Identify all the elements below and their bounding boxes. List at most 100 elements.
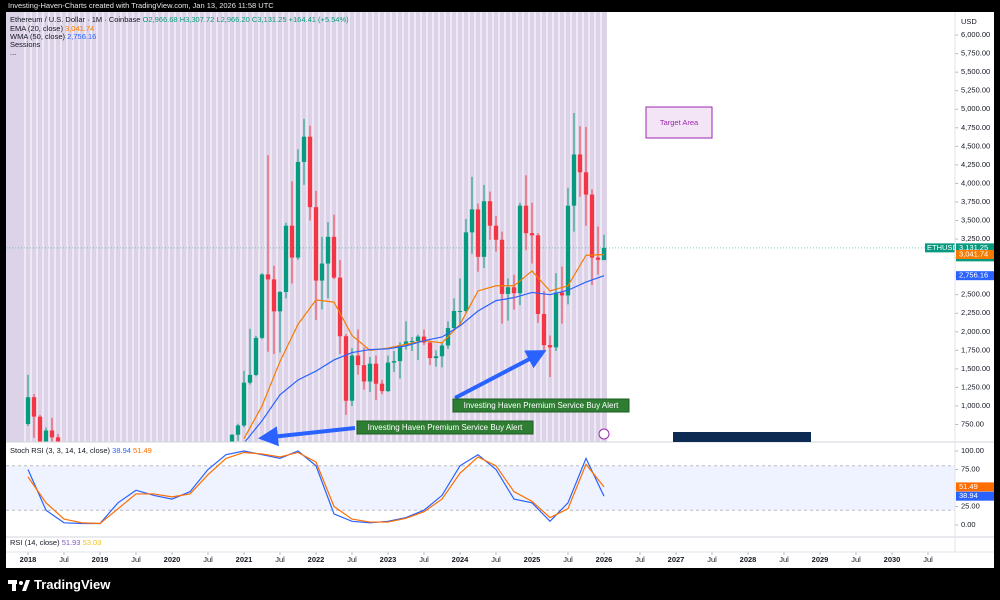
caption: Investing-Haven-Charts created with Trad…	[8, 1, 274, 10]
y-tick-label: 3,500.00	[961, 215, 990, 224]
candle-body	[463, 232, 469, 312]
legend-item: Sessions	[10, 40, 41, 49]
legend-item: WMA (50, close)	[10, 32, 66, 41]
y-tick-label: 0.00	[961, 520, 976, 529]
marker-box	[673, 432, 811, 442]
alert-label-box	[356, 420, 534, 435]
x-tick-label: Jul	[779, 555, 789, 564]
ticker-badge-bg	[925, 243, 955, 253]
candle-body	[295, 161, 301, 258]
candle-body	[55, 437, 61, 442]
candle-body	[247, 374, 253, 383]
y-tick-label: 5,250.00	[961, 86, 990, 95]
indicator-badge-bg	[956, 250, 994, 260]
x-tick-label: 2026	[596, 555, 613, 564]
x-tick-label: Jul	[347, 555, 357, 564]
annotation: Investing Haven Premium Service Buy Aler…	[464, 401, 620, 410]
candle-body	[391, 361, 397, 363]
legend-item: 51.49	[133, 446, 152, 455]
candle-body	[235, 425, 241, 435]
legend-item: 3,041.74	[65, 24, 94, 33]
candle-body	[487, 201, 493, 226]
indicator-badge: 2,756.16	[959, 271, 988, 280]
legend-item: H3,307.72	[180, 15, 215, 24]
arrow	[258, 426, 356, 447]
x-tick-label: Jul	[923, 555, 933, 564]
candle-body	[253, 337, 259, 375]
x-tick-label: 2029	[812, 555, 829, 564]
candle-body	[601, 247, 607, 261]
candle-body	[385, 362, 391, 392]
axes: 750.00 1,000.00 1,250.00 1,500.00 1,750.00 2,…	[20, 17, 994, 564]
candle-body	[511, 287, 517, 294]
x-tick-label: 2024	[452, 555, 470, 564]
y-tick-label: 5,500.00	[961, 67, 990, 76]
alert-label-box	[452, 398, 630, 413]
legend-item: 51.93	[62, 538, 81, 547]
candle-body	[547, 345, 553, 348]
event-icon[interactable]	[598, 428, 610, 440]
candle-body	[301, 136, 307, 162]
legend-item: O2,966.68	[143, 15, 178, 24]
candle-body	[583, 172, 589, 195]
y-tick-label: 2,250.00	[961, 308, 990, 317]
footer	[0, 570, 1000, 600]
candle-body	[373, 363, 379, 384]
y-tick-label: 4,250.00	[961, 160, 990, 169]
y-tick-label: 5,750.00	[961, 49, 990, 58]
candle-body	[289, 225, 295, 258]
stoch-pane	[6, 450, 955, 525]
y-tick-label: 750.00	[961, 419, 984, 428]
x-tick-label: Jul	[635, 555, 645, 564]
legend-item: Stoch RSI (3, 3, 14, 14, close)	[10, 446, 111, 455]
candle-body	[421, 336, 427, 343]
candle-body	[505, 287, 511, 294]
candle-body	[403, 341, 409, 346]
y-tick-label: 3,750.00	[961, 197, 990, 206]
candle-body	[331, 236, 337, 278]
candle-body	[355, 355, 361, 366]
price-badge: 3,131.25	[959, 243, 988, 252]
indicator-line	[27, 450, 605, 525]
y-tick-label: 1,500.00	[961, 364, 990, 373]
candle-body	[577, 154, 583, 173]
y-tick-label: 1,750.00	[961, 345, 990, 354]
candle-body	[43, 430, 49, 442]
candle-body	[481, 201, 487, 257]
y-tick-label: 6,000.00	[961, 30, 990, 39]
x-tick-label: Jul	[419, 555, 429, 564]
y-tick-label: 1,250.00	[961, 382, 990, 391]
indicator-line	[244, 275, 605, 442]
legend-row: RSI (14, close) 51.93 53.03	[10, 538, 101, 547]
legend-item: RSI (14, close)	[10, 538, 60, 547]
annotation: Target Area	[660, 118, 699, 127]
candle-body	[529, 233, 535, 236]
legend-item: 2,756.16	[67, 32, 96, 41]
candle-body	[493, 225, 499, 240]
candle-body	[313, 207, 319, 281]
x-tick-label: Jul	[203, 555, 213, 564]
candle-body	[457, 311, 463, 313]
candle-body	[451, 311, 457, 329]
legend: Ethereum / U.S. Dollar · 1M · Coinbase O…	[10, 15, 349, 547]
y-tick-label: 2,500.00	[961, 290, 990, 299]
candle-body	[265, 274, 271, 280]
candle-body	[349, 355, 355, 401]
legend-row: Ethereum / U.S. Dollar · 1M · Coinbase O…	[10, 15, 349, 24]
candle-body	[475, 209, 481, 257]
candle-body	[283, 225, 289, 293]
candle-body	[277, 292, 283, 312]
y-tick-label: 5,000.00	[961, 104, 990, 113]
legend-row: WMA (50, close) 2,756.16	[10, 32, 96, 41]
x-tick-label: 2023	[380, 555, 397, 564]
candle-body	[535, 235, 541, 314]
x-tick-label: 2025	[524, 555, 541, 564]
ticker-badge: ETHUSD	[927, 243, 958, 252]
legend-row: EMA (20, close) 3,041.74	[10, 24, 94, 33]
candle-body	[397, 345, 403, 362]
y-tick-label: 4,750.00	[961, 123, 990, 132]
indicator-line	[27, 451, 605, 525]
candle-body	[559, 292, 565, 296]
candle-body	[325, 236, 331, 264]
